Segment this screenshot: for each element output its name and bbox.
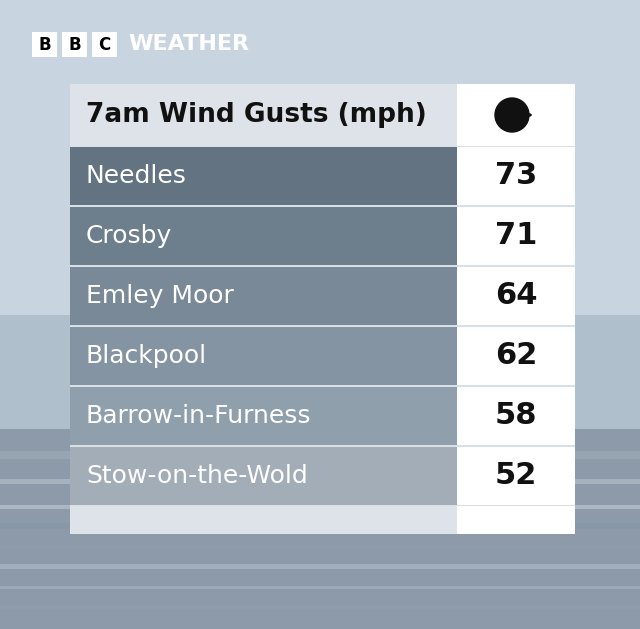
- Text: Needles: Needles: [86, 164, 187, 188]
- FancyBboxPatch shape: [0, 479, 640, 484]
- FancyBboxPatch shape: [0, 545, 640, 549]
- FancyBboxPatch shape: [0, 0, 640, 315]
- Text: 52: 52: [495, 462, 537, 491]
- FancyBboxPatch shape: [70, 327, 457, 385]
- FancyBboxPatch shape: [0, 429, 640, 629]
- Text: Barrow-in-Furness: Barrow-in-Furness: [86, 404, 312, 428]
- Text: Stow-on-the-Wold: Stow-on-the-Wold: [86, 464, 308, 488]
- Circle shape: [495, 98, 529, 132]
- FancyBboxPatch shape: [32, 32, 57, 57]
- Text: 71: 71: [495, 221, 537, 250]
- FancyBboxPatch shape: [70, 447, 457, 505]
- FancyBboxPatch shape: [70, 84, 575, 534]
- FancyBboxPatch shape: [457, 147, 575, 205]
- FancyBboxPatch shape: [0, 523, 640, 529]
- Text: B: B: [68, 35, 81, 53]
- Text: Blackpool: Blackpool: [86, 344, 207, 368]
- FancyBboxPatch shape: [457, 447, 575, 505]
- FancyBboxPatch shape: [0, 564, 640, 569]
- FancyBboxPatch shape: [457, 207, 575, 265]
- Text: Crosby: Crosby: [86, 224, 172, 248]
- Text: 7am Wind Gusts (mph): 7am Wind Gusts (mph): [86, 102, 427, 128]
- Text: 62: 62: [495, 342, 537, 370]
- FancyBboxPatch shape: [62, 32, 87, 57]
- FancyBboxPatch shape: [0, 586, 640, 589]
- Text: Emley Moor: Emley Moor: [86, 284, 234, 308]
- FancyBboxPatch shape: [457, 267, 575, 325]
- Text: 73: 73: [495, 162, 537, 191]
- FancyBboxPatch shape: [0, 315, 640, 429]
- FancyBboxPatch shape: [457, 327, 575, 385]
- FancyBboxPatch shape: [70, 267, 457, 325]
- FancyBboxPatch shape: [457, 84, 575, 146]
- FancyBboxPatch shape: [70, 506, 575, 534]
- FancyBboxPatch shape: [70, 387, 457, 445]
- FancyBboxPatch shape: [0, 605, 640, 609]
- Text: WEATHER: WEATHER: [128, 35, 249, 55]
- FancyBboxPatch shape: [457, 387, 575, 445]
- Text: 64: 64: [495, 282, 537, 311]
- FancyBboxPatch shape: [92, 32, 117, 57]
- FancyBboxPatch shape: [70, 147, 457, 205]
- FancyBboxPatch shape: [457, 506, 575, 534]
- Text: 58: 58: [495, 401, 537, 430]
- Text: B: B: [38, 35, 51, 53]
- Text: C: C: [99, 35, 111, 53]
- FancyBboxPatch shape: [0, 451, 640, 459]
- FancyBboxPatch shape: [70, 207, 457, 265]
- FancyBboxPatch shape: [0, 505, 640, 509]
- FancyBboxPatch shape: [70, 84, 457, 146]
